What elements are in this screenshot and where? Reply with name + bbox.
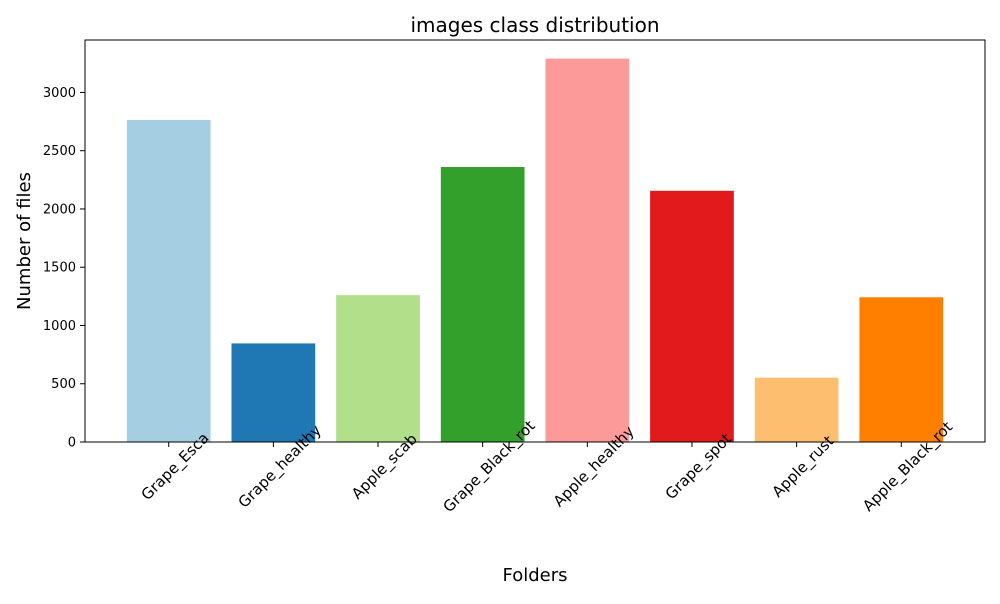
bar-apple-black-rot	[859, 297, 944, 442]
chart-title: images class distribution	[410, 13, 659, 37]
y-tick-label: 3000	[43, 86, 76, 101]
bar-apple-scab	[336, 295, 420, 442]
bar-apple-healthy	[545, 58, 630, 442]
bar-grape-esca	[126, 119, 211, 443]
y-axis-label: Number of files	[14, 172, 35, 310]
x-axis-label: Folders	[502, 565, 567, 586]
bar-grape-spot	[650, 190, 734, 442]
y-tick-label: 2500	[43, 144, 76, 159]
y-tick-label: 500	[51, 377, 76, 392]
y-tick-label: 0	[68, 436, 76, 451]
y-tick-label: 1500	[43, 261, 76, 276]
plot-area: Grape_Esca Grape_healthy Apple_scab Grape_B…	[43, 58, 957, 517]
plot-frame	[84, 39, 986, 443]
bar-grape-black-rot	[440, 167, 525, 442]
y-tick-label: 2000	[43, 202, 76, 217]
y-tick-label: 1000	[43, 319, 76, 334]
bar-apple-rust	[754, 377, 839, 442]
bar-grape-healthy	[231, 343, 316, 442]
